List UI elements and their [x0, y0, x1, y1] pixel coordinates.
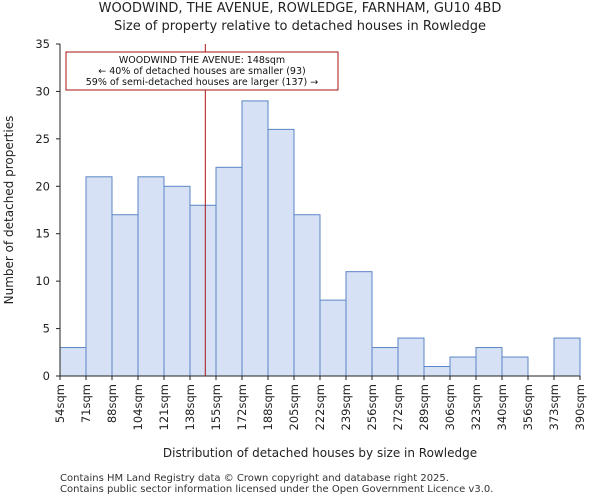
annotation-line: ← 40% of detached houses are smaller (93…	[98, 66, 305, 77]
x-tick-label: 104sqm	[131, 384, 145, 430]
x-tick-label: 121sqm	[157, 384, 171, 430]
x-tick-label: 340sqm	[495, 384, 509, 430]
x-tick-label: 172sqm	[235, 384, 249, 430]
y-tick-label: 30	[35, 84, 50, 98]
y-tick-label: 5	[43, 322, 50, 336]
x-tick-label: 390sqm	[573, 384, 587, 430]
histogram-bar	[163, 185, 191, 377]
annotation-line: 59% of semi-detached houses are larger (…	[86, 77, 319, 88]
histogram-bar	[59, 347, 87, 377]
x-tick-label: 272sqm	[391, 384, 405, 430]
annotation-frame	[65, 51, 339, 91]
chart-subtitle: Size of property relative to detached ho…	[114, 19, 486, 34]
y-tick-label: 0	[43, 369, 50, 383]
x-axis-label: Distribution of detached houses by size …	[163, 446, 477, 460]
x-tick-label: 256sqm	[365, 384, 379, 430]
x-tick-label: 306sqm	[443, 384, 457, 430]
chart-title: WOODWIND, THE AVENUE, ROWLEDGE, FARNHAM,…	[98, 1, 502, 16]
histogram-bar	[137, 176, 165, 377]
histogram-bar	[449, 356, 477, 377]
y-axis-label: Number of detached properties	[2, 116, 16, 305]
annotation-line: WOODWIND THE AVENUE: 148sqm	[119, 55, 285, 66]
y-tick-label: 25	[35, 132, 50, 146]
histogram-bar	[111, 214, 139, 377]
x-tick-label: 88sqm	[105, 384, 119, 423]
axes-layer: 0 5 10 15 20 25 30 35 54sqm 71sqm 88sqm 104sqm 121sq…	[2, 37, 587, 460]
x-tick-label: 356sqm	[521, 384, 535, 430]
histogram-bar	[371, 347, 399, 377]
annotation-box: WOODWIND THE AVENUE: 148sqm← 40% of deta…	[65, 51, 339, 91]
histogram-bar	[319, 299, 347, 377]
histogram-bar	[293, 214, 321, 377]
histogram-bar	[215, 166, 243, 377]
x-tick-label: 205sqm	[287, 384, 301, 430]
y-tick-label: 10	[35, 274, 50, 288]
histogram-bar	[189, 204, 217, 377]
histogram-bar	[553, 337, 581, 377]
bars-layer	[59, 100, 581, 377]
x-tick-label: 155sqm	[209, 384, 223, 430]
y-tick-label: 35	[35, 37, 50, 51]
footer-line-1: Contains HM Land Registry data © Crown c…	[60, 473, 449, 484]
x-tick-label: 222sqm	[313, 384, 327, 430]
x-tick-label: 188sqm	[261, 384, 275, 430]
histogram-bar	[475, 347, 503, 377]
histogram-bar	[345, 271, 373, 377]
histogram-bar	[423, 366, 451, 377]
histogram-bar	[397, 337, 425, 377]
x-tick-label: 289sqm	[417, 384, 431, 430]
x-tick-label: 138sqm	[183, 384, 197, 430]
x-tick-label: 373sqm	[547, 384, 561, 430]
x-tick-label: 239sqm	[339, 384, 353, 430]
y-tick-label: 15	[35, 227, 50, 241]
histogram-bar	[241, 100, 269, 377]
histogram-bar	[85, 176, 113, 377]
histogram-bar	[501, 356, 529, 377]
x-tick-label: 54sqm	[53, 384, 67, 423]
y-tick-label: 20	[35, 179, 50, 193]
x-tick-label: 323sqm	[469, 384, 483, 430]
histogram-bar	[267, 128, 295, 377]
footer-line-2: Contains public sector information licen…	[60, 484, 494, 495]
x-tick-label: 71sqm	[79, 384, 93, 423]
